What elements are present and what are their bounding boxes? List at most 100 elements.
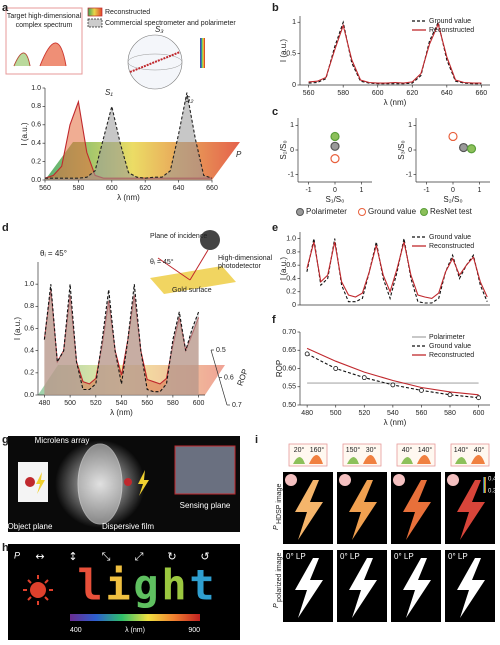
x-tick-label: 0 bbox=[451, 187, 455, 194]
y-tick-label: 0 bbox=[292, 302, 296, 309]
letter: g bbox=[133, 561, 158, 610]
colorbar-label: λ (nm) bbox=[125, 627, 145, 634]
x-tick-label: 600 bbox=[106, 185, 118, 192]
x-tick-label: 1 bbox=[359, 187, 363, 194]
x-tick-label: 540 bbox=[116, 400, 128, 407]
i-columns: 20° 160° 0° LP 150° 30° 0° LP 40° 140° 0° LP 140°… bbox=[273, 443, 497, 622]
x-tick-label: 620 bbox=[406, 90, 418, 97]
icon-peak bbox=[347, 457, 359, 464]
y-tick-label: 0.70 bbox=[282, 329, 296, 336]
annotation: S₂ bbox=[185, 95, 193, 104]
x-tick-label: 560 bbox=[39, 185, 51, 192]
marker bbox=[476, 395, 481, 401]
y-tick-label: 1.0 bbox=[286, 235, 296, 242]
x-tick-label: 660 bbox=[206, 185, 218, 192]
y-axis-label: I (a.u.) bbox=[20, 122, 29, 145]
annotation: Gold surface bbox=[172, 287, 212, 294]
panel-label: a bbox=[2, 2, 9, 14]
scale-bar bbox=[483, 477, 486, 493]
scale-label: 0.3 bbox=[488, 489, 497, 495]
row-sub: polarized image bbox=[276, 552, 283, 602]
sun-thumb bbox=[339, 474, 351, 486]
sun-thumb bbox=[285, 474, 297, 486]
x-tick-label: 600 bbox=[193, 400, 205, 407]
area bbox=[45, 101, 212, 180]
legend-label: Ground value bbox=[429, 18, 471, 25]
point bbox=[466, 144, 477, 154]
y-tick-label: 0 bbox=[292, 82, 296, 89]
marker bbox=[361, 375, 367, 381]
row-sub: HDSP image bbox=[276, 484, 283, 524]
point bbox=[448, 131, 458, 142]
colorbar-max: 900 bbox=[188, 627, 200, 634]
y-tick-label: 0.60 bbox=[282, 365, 296, 372]
y-tick-label: 0.4 bbox=[286, 275, 296, 282]
inset-title: Target high-dimensional bbox=[7, 13, 82, 20]
legend-swatch bbox=[420, 208, 428, 216]
legend-swatch bbox=[87, 18, 103, 28]
y-tick-label: 0.8 bbox=[31, 103, 41, 110]
scale-label: 0.4 bbox=[488, 477, 497, 483]
polarization-icon: ↺ bbox=[200, 550, 209, 563]
angle-label: 30° bbox=[366, 446, 377, 454]
line bbox=[306, 347, 479, 396]
annotation: S₁ bbox=[105, 88, 113, 97]
x-tick-label: 500 bbox=[330, 410, 342, 417]
y-axis-label: S₃/S₀ bbox=[397, 140, 406, 159]
bolt-image bbox=[138, 470, 149, 496]
y-tick-label: 1 bbox=[290, 122, 294, 129]
area bbox=[44, 284, 199, 395]
y-axis-label: I (a.u.) bbox=[279, 39, 288, 62]
y-tick-label: 1.0 bbox=[31, 85, 41, 92]
panel-label: c bbox=[272, 106, 278, 118]
x-axis-label: λ (nm) bbox=[384, 98, 407, 107]
icon-peak bbox=[417, 455, 431, 464]
g-label: Sensing plane bbox=[180, 501, 231, 510]
sensor-photo bbox=[174, 445, 236, 495]
x-tick-label: 480 bbox=[301, 410, 313, 417]
x-tick-label: 560 bbox=[141, 400, 153, 407]
annotation: High-dimensional bbox=[218, 255, 273, 262]
y-tick-label: 0.0 bbox=[24, 392, 34, 399]
polarization-icon: ↻ bbox=[167, 550, 176, 563]
icon-peak bbox=[455, 457, 467, 464]
g-label: Object plane bbox=[8, 522, 53, 531]
panel-label: d bbox=[2, 222, 9, 234]
x-tick-label: 600 bbox=[372, 90, 384, 97]
y-tick-label: 0.6 bbox=[286, 262, 296, 269]
y-tick-label: -1 bbox=[288, 171, 294, 178]
sun-thumb bbox=[447, 474, 459, 486]
y-tick-label: 0.55 bbox=[282, 384, 296, 391]
z-axis-label: ROP bbox=[235, 368, 249, 387]
marker bbox=[447, 392, 453, 398]
poincare-sphere bbox=[127, 34, 183, 90]
panel-label: e bbox=[272, 222, 278, 234]
chart-title: θᵢ = 45° bbox=[40, 249, 67, 258]
x-tick-label: 580 bbox=[73, 185, 85, 192]
icon-peak bbox=[471, 455, 485, 464]
panel-label: f bbox=[272, 314, 276, 326]
lp-label: 0° LP bbox=[394, 552, 414, 561]
x-tick-label: 0 bbox=[333, 187, 337, 194]
y-tick-label: 0.65 bbox=[282, 347, 296, 354]
panel-label: h bbox=[2, 542, 9, 554]
inset-peak bbox=[40, 43, 66, 66]
legend-label: ResNet test bbox=[430, 207, 473, 216]
point bbox=[330, 154, 340, 164]
marker bbox=[304, 351, 310, 357]
marker bbox=[390, 382, 396, 388]
legend-label: Reconstructed bbox=[105, 9, 150, 16]
icon-peak bbox=[401, 457, 413, 464]
x-tick-label: 580 bbox=[444, 410, 456, 417]
inset-title: complex spectrum bbox=[16, 22, 73, 29]
sun-pixel bbox=[23, 575, 53, 605]
angle-label: 140° bbox=[418, 446, 433, 454]
line bbox=[308, 20, 482, 85]
x-tick-label: 480 bbox=[39, 400, 51, 407]
x-tick-label: 620 bbox=[139, 185, 151, 192]
letter: h bbox=[161, 561, 186, 610]
photo-h bbox=[8, 544, 240, 640]
legend-swatch bbox=[358, 208, 366, 216]
legend-label: Ground value bbox=[368, 207, 417, 216]
